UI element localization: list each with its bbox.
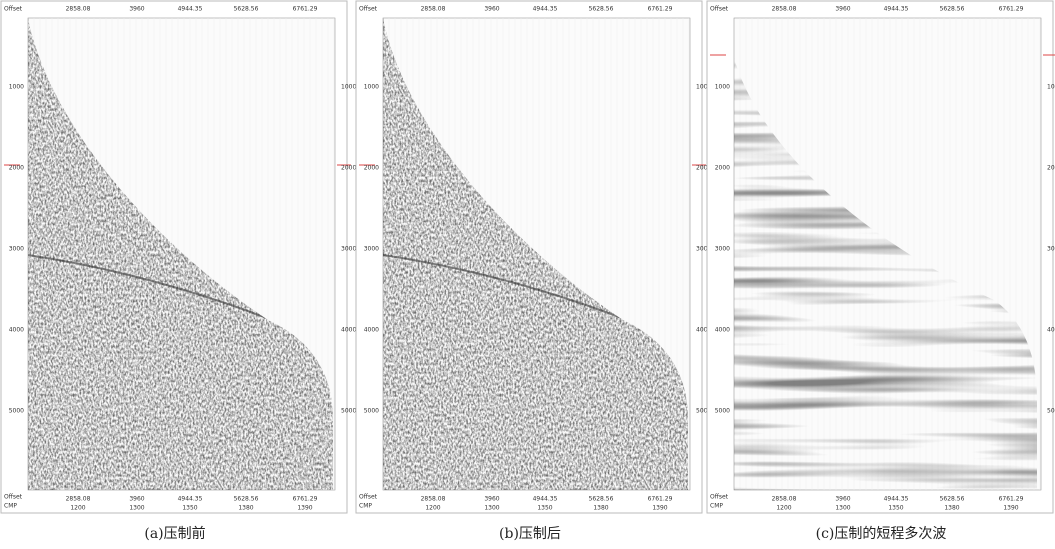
cmp-tick-label: 1380 xyxy=(944,505,959,512)
left-tick-label: 1000 xyxy=(9,84,24,91)
cmp-tick-label: 1350 xyxy=(182,505,197,512)
top-tick-label: 6761.29 xyxy=(648,6,673,13)
bottom-tick-label: 4944.35 xyxy=(533,496,558,503)
right-tick-label: 2000 xyxy=(696,165,711,172)
top-tick-label: 5628.56 xyxy=(940,6,965,13)
cmp-tick-label: 1390 xyxy=(297,505,312,512)
bottom-tick-label: 2858.08 xyxy=(66,496,91,503)
top-tick-label: 3960 xyxy=(484,6,499,13)
left-tick-label: 1000 xyxy=(364,84,379,91)
right-tick-label: 5000 xyxy=(1047,408,1055,415)
axis-label: Offset xyxy=(710,494,729,501)
cmp-tick-label: 1350 xyxy=(888,505,903,512)
cmp-tick-label: 1390 xyxy=(1003,505,1018,512)
left-tick-label: 2000 xyxy=(364,165,379,172)
top-tick-label: 5628.56 xyxy=(589,6,614,13)
axis-label: Offset xyxy=(359,6,378,13)
cmp-tick-label: 1200 xyxy=(425,505,440,512)
top-tick-label: 6761.29 xyxy=(293,6,318,13)
top-tick-label: 6761.29 xyxy=(999,6,1024,13)
left-tick-label: 2000 xyxy=(715,165,730,172)
right-tick-label: 3000 xyxy=(696,246,711,253)
caption: (a)压制前 xyxy=(144,525,205,542)
bottom-tick-label: 5628.56 xyxy=(234,496,259,503)
axis-label: Offset xyxy=(4,6,23,13)
cmp-tick-label: 1200 xyxy=(776,505,791,512)
axis-label: Offset xyxy=(710,6,729,13)
left-tick-label: 3000 xyxy=(9,246,24,253)
right-tick-label: 2000 xyxy=(1047,165,1055,172)
left-tick-label: 3000 xyxy=(715,246,730,253)
right-tick-label: 2000 xyxy=(341,165,356,172)
left-tick-label: 2000 xyxy=(9,165,24,172)
caption: (b)压制后 xyxy=(499,526,561,542)
left-tick-label: 3000 xyxy=(364,246,379,253)
left-tick-label: 4000 xyxy=(9,327,24,334)
top-tick-label: 2858.08 xyxy=(66,6,91,13)
right-tick-label: 1000 xyxy=(341,84,356,91)
right-tick-label: 3000 xyxy=(341,246,356,253)
right-tick-label: 1000 xyxy=(696,84,711,91)
left-tick-label: 4000 xyxy=(364,327,379,334)
bottom-tick-label: 6761.29 xyxy=(999,496,1024,503)
bottom-tick-label: 3960 xyxy=(129,496,144,503)
top-tick-label: 4944.35 xyxy=(178,6,203,13)
top-tick-label: 4944.35 xyxy=(884,6,909,13)
right-tick-label: 4000 xyxy=(696,327,711,334)
cmp-tick-label: 1300 xyxy=(484,505,499,512)
top-tick-label: 4944.35 xyxy=(533,6,558,13)
cmp-tick-label: 1380 xyxy=(238,505,253,512)
top-tick-label: 2858.08 xyxy=(421,6,446,13)
right-tick-label: 5000 xyxy=(341,408,356,415)
axis-label: Offset xyxy=(4,494,23,501)
right-tick-label: 5000 xyxy=(696,408,711,415)
bottom-tick-label: 6761.29 xyxy=(293,496,318,503)
axis-label: CMP xyxy=(710,503,723,510)
bottom-tick-label: 4944.35 xyxy=(884,496,909,503)
left-tick-label: 5000 xyxy=(364,408,379,415)
left-tick-label: 5000 xyxy=(9,408,24,415)
cmp-tick-label: 1350 xyxy=(537,505,552,512)
top-tick-label: 5628.56 xyxy=(234,6,259,13)
bottom-tick-label: 6761.29 xyxy=(648,496,673,503)
top-tick-label: 3960 xyxy=(129,6,144,13)
cmp-tick-label: 1300 xyxy=(835,505,850,512)
bottom-tick-label: 2858.08 xyxy=(421,496,446,503)
cmp-tick-label: 1200 xyxy=(70,505,85,512)
right-tick-label: 4000 xyxy=(1047,327,1055,334)
axis-label: Offset xyxy=(359,494,378,501)
left-tick-label: 1000 xyxy=(715,84,730,91)
bottom-tick-label: 3960 xyxy=(835,496,850,503)
cmp-tick-label: 1300 xyxy=(129,505,144,512)
bottom-tick-label: 5628.56 xyxy=(940,496,965,503)
cmp-tick-label: 1390 xyxy=(652,505,667,512)
top-tick-label: 2858.08 xyxy=(772,6,797,13)
caption: (c)压制的短程多次波 xyxy=(816,525,947,542)
bottom-tick-label: 4944.35 xyxy=(178,496,203,503)
right-tick-label: 4000 xyxy=(341,327,356,334)
bottom-tick-label: 2858.08 xyxy=(772,496,797,503)
right-tick-label: 1000 xyxy=(1047,84,1055,91)
axis-label: CMP xyxy=(359,503,372,510)
bottom-tick-label: 3960 xyxy=(484,496,499,503)
right-tick-label: 3000 xyxy=(1047,246,1055,253)
top-tick-label: 3960 xyxy=(835,6,850,13)
axis-label: CMP xyxy=(4,503,17,510)
bottom-tick-label: 5628.56 xyxy=(589,496,614,503)
left-tick-label: 4000 xyxy=(715,327,730,334)
cmp-tick-label: 1380 xyxy=(593,505,608,512)
left-tick-label: 5000 xyxy=(715,408,730,415)
